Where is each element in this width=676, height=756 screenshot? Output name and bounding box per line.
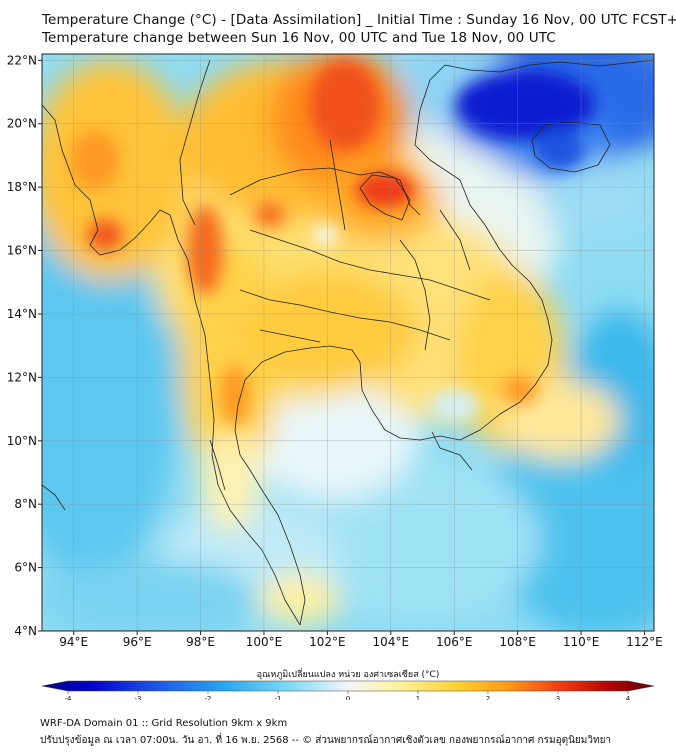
colorbar-tick-label: -1 xyxy=(275,695,282,700)
lon-tick-label: 106°E xyxy=(436,635,473,649)
lon-tick-label: 96°E xyxy=(123,635,152,649)
lat-tick-label: 20°N xyxy=(7,117,37,131)
map-frame xyxy=(41,53,655,632)
colorbar-tick-label: 2 xyxy=(486,695,490,700)
colorbar-tick-label: -3 xyxy=(135,695,142,700)
map-subtitle: Temperature change between Sun 16 Nov, 0… xyxy=(42,30,556,46)
colorbar-tick-label: 0 xyxy=(346,695,350,700)
latitude-axis: 22°N 20°N 18°N 16°N 14°N 12°N 10°N 8°N 6°N 4°N xyxy=(7,53,42,638)
colorbar-ramp xyxy=(41,680,655,692)
colorbar: อุณหภูมิเปลี่ยนแปลง หน่วย องศาเซลเซียส (… xyxy=(41,667,655,700)
map-title: Temperature Change (°C) - [Data Assimila… xyxy=(42,12,676,28)
lon-tick-label: 110°E xyxy=(563,635,600,649)
colorbar-tick-label: -2 xyxy=(205,695,212,700)
lat-tick-label: 8°N xyxy=(14,497,37,511)
lat-tick-label: 22°N xyxy=(7,53,37,67)
lat-tick-label: 10°N xyxy=(7,434,37,448)
lon-tick-label: 108°E xyxy=(499,635,536,649)
map-panel: 22°N 20°N 18°N 16°N 14°N 12°N 10°N 8°N 6°N 4°N 94… xyxy=(7,53,663,700)
map-grid xyxy=(42,54,654,631)
temperature-field xyxy=(42,54,654,631)
lon-tick-label: 102°E xyxy=(309,635,346,649)
colorbar-label: อุณหภูมิเปลี่ยนแปลง หน่วย องศาเซลเซียส (… xyxy=(257,667,440,680)
lat-tick-label: 4°N xyxy=(14,624,37,638)
lat-tick-label: 6°N xyxy=(14,561,37,575)
colorbar-tick-label: 3 xyxy=(556,695,560,700)
colorbar-tick-label: -4 xyxy=(65,695,73,700)
footer-update-info: ปรับปรุงข้อมูล ณ เวลา 07:00น. วัน อา. ที… xyxy=(40,735,612,746)
lon-tick-label: 94°E xyxy=(59,635,88,649)
lon-tick-label: 112°E xyxy=(626,635,663,649)
coastlines xyxy=(42,59,654,626)
lat-tick-label: 18°N xyxy=(7,180,37,194)
lon-tick-label: 98°E xyxy=(186,635,215,649)
lon-tick-label: 100°E xyxy=(246,635,283,649)
colorbar-tick-label: 1 xyxy=(416,695,420,700)
lon-tick-label: 104°E xyxy=(373,635,410,649)
colorbar-tick-label: 4 xyxy=(626,695,631,700)
lat-tick-label: 14°N xyxy=(7,307,37,321)
lat-tick-label: 12°N xyxy=(7,370,37,384)
longitude-axis: 94°E 96°E 98°E 100°E 102°E 104°E 106°E 108°E 110… xyxy=(59,631,663,649)
lat-tick-label: 16°N xyxy=(7,244,37,258)
footer-domain-info: WRF-DA Domain 01 :: Grid Resolution 9km … xyxy=(40,718,288,729)
